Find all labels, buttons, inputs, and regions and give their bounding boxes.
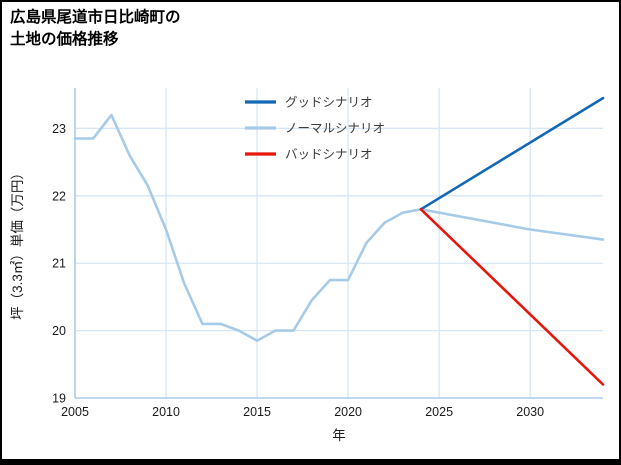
y-tick-label: 19 xyxy=(52,392,66,406)
x-tick-label: 2010 xyxy=(152,405,180,419)
page-title-line1: 広島県尾道市日比崎町の xyxy=(10,9,181,26)
series-line-normal xyxy=(73,113,605,343)
series-line-good xyxy=(419,96,605,211)
y-axis-label: 坪（3.3㎡）単価（万円） xyxy=(10,166,25,320)
land-price-line-chart: 2005 2010 2015 2020 2025 2030 19 20 21 22 23 年 坪（3.3… xyxy=(10,88,605,443)
x-tick-label: 2005 xyxy=(61,405,89,419)
x-tick-label: 2025 xyxy=(425,405,453,419)
y-tick-label: 20 xyxy=(52,324,66,338)
y-tick-label: 21 xyxy=(52,257,66,271)
x-tick-label: 2030 xyxy=(516,405,544,419)
x-axis-label: 年 xyxy=(332,428,346,443)
legend-label: バッドシナリオ xyxy=(285,148,373,162)
page-title-line2: 土地の価格推移 xyxy=(10,31,119,49)
legend-label: ノーマルシナリオ xyxy=(285,122,385,136)
series-line-bad xyxy=(419,208,605,386)
y-tick-label: 22 xyxy=(52,189,66,203)
page-title: 広島県尾道市日比崎町の 土地の価格推移 xyxy=(10,7,181,52)
y-tick-label: 23 xyxy=(52,122,66,136)
x-tick-label: 2020 xyxy=(334,405,362,419)
legend-label: グッドシナリオ xyxy=(285,96,373,110)
x-tick-label: 2015 xyxy=(243,405,271,419)
